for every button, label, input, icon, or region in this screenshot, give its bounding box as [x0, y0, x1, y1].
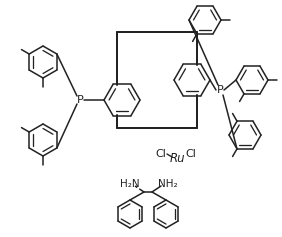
Text: P: P — [217, 85, 223, 95]
Text: Ru: Ru — [169, 152, 185, 165]
Text: H₂N: H₂N — [120, 179, 140, 189]
Text: Cl: Cl — [186, 149, 197, 159]
Text: NH₂: NH₂ — [158, 179, 178, 189]
Text: Cl: Cl — [156, 149, 166, 159]
Text: P: P — [77, 95, 83, 105]
